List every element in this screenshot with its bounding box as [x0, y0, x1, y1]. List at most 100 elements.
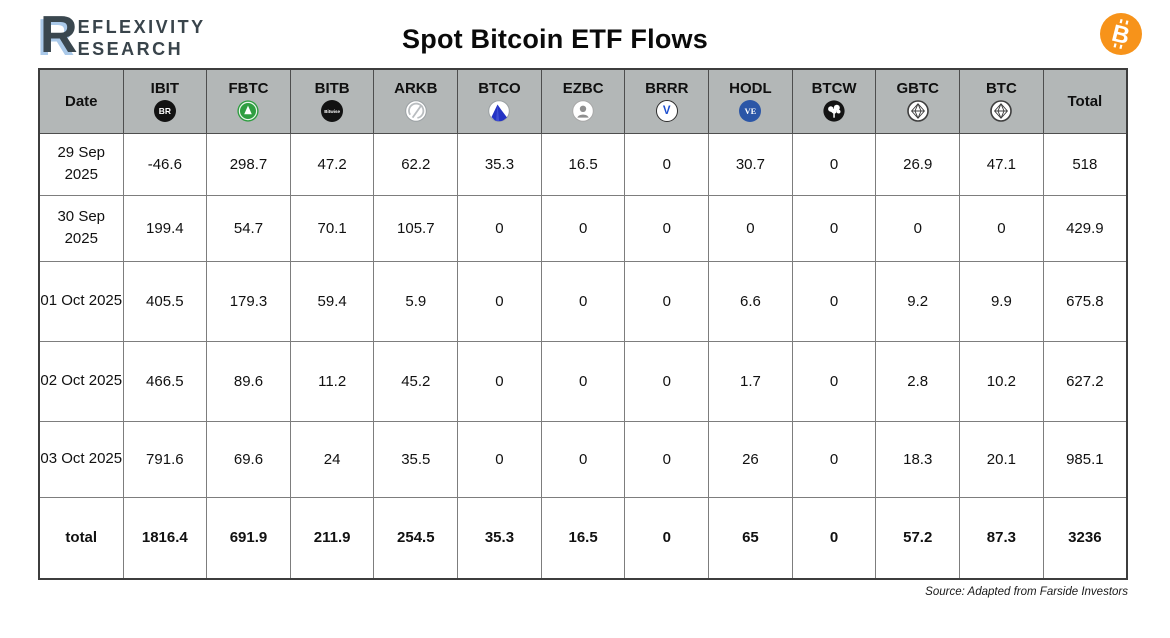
cell-hodl-total: 65 — [708, 496, 793, 580]
cell-ibit: -46.6 — [122, 132, 208, 196]
cell-brrr: 0 — [624, 260, 710, 342]
grayscale-icon — [906, 100, 929, 123]
cell-ezbc: 0 — [540, 420, 626, 498]
column-label: BRRR — [645, 80, 689, 98]
cell-btco: 0 — [457, 420, 542, 498]
column-header-btcw: BTCW — [791, 68, 877, 134]
cell-fbtc-total: 691.9 — [206, 496, 291, 580]
cell-gbtc: 2.8 — [875, 340, 961, 422]
cell-arkb-total: 254.5 — [373, 496, 459, 580]
logo-line1: EFLEXIVITY — [77, 17, 206, 37]
table-row: 29 Sep 2025 -46.6 298.7 47.2 62.2 35.3 1… — [38, 132, 1128, 196]
column-header-date: Date — [38, 68, 124, 134]
cell-fbtc: 89.6 — [206, 340, 291, 422]
etf-flows-table: Date IBIT BR FBTC BITB Bitwise — [38, 68, 1128, 580]
cell-fbtc: 54.7 — [206, 194, 291, 262]
cell-total: 985.1 — [1042, 420, 1128, 498]
column-header-hodl: HODL VE — [708, 68, 793, 134]
column-label: BTC — [985, 80, 1017, 98]
column-label: HODL — [729, 80, 772, 98]
column-header-btc: BTC — [959, 68, 1044, 134]
cell-btcw: 0 — [791, 260, 877, 342]
vaneck-icon: VE — [739, 100, 762, 123]
column-label: IBIT — [150, 80, 179, 98]
wisdomtree-icon — [823, 100, 845, 122]
cell-fbtc: 298.7 — [206, 132, 291, 196]
cell-hodl: 0 — [708, 194, 793, 262]
cell-ezbc: 0 — [540, 340, 626, 422]
grayscale-icon — [990, 100, 1013, 123]
cell-hodl: 6.6 — [708, 260, 793, 342]
cell-gbtc: 26.9 — [875, 132, 961, 196]
date-cell: 29 Sep 2025 — [38, 132, 124, 196]
cell-gbtc: 9.2 — [875, 260, 961, 342]
cell-btc: 9.9 — [959, 260, 1044, 342]
column-label: GBTC — [896, 80, 939, 98]
column-label: BITB — [314, 80, 350, 98]
svg-text:B: B — [1109, 20, 1132, 50]
bitwise-icon: Bitwise — [321, 100, 344, 123]
cell-grand-total: 3236 — [1042, 496, 1128, 580]
column-label: Date — [64, 92, 98, 110]
cell-btc: 20.1 — [959, 420, 1044, 498]
column-header-fbtc: FBTC — [206, 68, 291, 134]
cell-hodl: 26 — [708, 420, 793, 498]
cell-bitb: 59.4 — [289, 260, 375, 342]
date-cell: 01 Oct 2025 — [38, 260, 124, 342]
cell-fbtc: 179.3 — [206, 260, 291, 342]
date-cell: 03 Oct 2025 — [38, 420, 124, 498]
table-row: 02 Oct 2025 466.5 89.6 11.2 45.2 0 0 0 1… — [38, 340, 1128, 422]
cell-arkb: 62.2 — [373, 132, 459, 196]
cell-ibit: 791.6 — [122, 420, 208, 498]
cell-ezbc-total: 16.5 — [540, 496, 626, 580]
total-row: total 1816.4 691.9 211.9 254.5 35.3 16.5… — [38, 496, 1128, 580]
cell-bitb-total: 211.9 — [289, 496, 375, 580]
column-label: ARKB — [394, 80, 438, 98]
cell-gbtc: 0 — [875, 194, 961, 262]
cell-ezbc: 0 — [540, 194, 626, 262]
bitcoin-b-glyph: B — [1109, 18, 1132, 50]
cell-arkb: 105.7 — [373, 194, 459, 262]
cell-btc: 10.2 — [959, 340, 1044, 422]
column-label: BTCW — [811, 80, 857, 98]
column-label: EZBC — [562, 80, 604, 98]
table-row: 30 Sep 2025 199.4 54.7 70.1 105.7 0 0 0 … — [38, 194, 1128, 262]
cell-ibit: 405.5 — [122, 260, 208, 342]
cell-btcw: 0 — [791, 420, 877, 498]
cell-fbtc: 69.6 — [206, 420, 291, 498]
logo-line2: ESEARCH — [77, 38, 184, 59]
cell-arkb: 45.2 — [373, 340, 459, 422]
cell-btco: 0 — [457, 194, 542, 262]
page-title: Spot Bitcoin ETF Flows — [402, 24, 708, 54]
total-label-cell: total — [38, 496, 124, 580]
cell-bitb: 24 — [289, 420, 375, 498]
cell-total: 627.2 — [1042, 340, 1128, 422]
cell-ibit: 466.5 — [122, 340, 208, 422]
column-header-ibit: IBIT BR — [122, 68, 208, 134]
cell-brrr: 0 — [624, 340, 710, 422]
reflexivity-research-logo: R EFLEXIVITY ESEARCH — [40, 6, 206, 64]
cell-btco: 0 — [457, 260, 542, 342]
cell-ezbc: 16.5 — [540, 132, 626, 196]
cell-gbtc: 18.3 — [875, 420, 961, 498]
column-label: Total — [1067, 92, 1103, 110]
cell-btco: 0 — [457, 340, 542, 422]
cell-brrr: 0 — [624, 132, 710, 196]
column-header-brrr: BRRR V — [624, 68, 710, 134]
cell-hodl: 1.7 — [708, 340, 793, 422]
cell-btcw: 0 — [791, 132, 877, 196]
column-header-arkb: ARKB — [373, 68, 459, 134]
column-header-total: Total — [1042, 68, 1128, 134]
bitcoin-icon: B — [1100, 13, 1142, 55]
cell-arkb: 35.5 — [373, 420, 459, 498]
cell-btcw: 0 — [791, 194, 877, 262]
source-attribution: Source: Adapted from Farside Investors — [925, 586, 1128, 598]
date-cell: 02 Oct 2025 — [38, 340, 124, 422]
cell-brrr-total: 0 — [624, 496, 710, 580]
cell-arkb: 5.9 — [373, 260, 459, 342]
logo-letter-r: R — [40, 6, 78, 64]
cell-ibit: 199.4 — [122, 194, 208, 262]
cell-total: 429.9 — [1042, 194, 1128, 262]
column-header-ezbc: EZBC — [540, 68, 626, 134]
cell-ibit-total: 1816.4 — [122, 496, 208, 580]
